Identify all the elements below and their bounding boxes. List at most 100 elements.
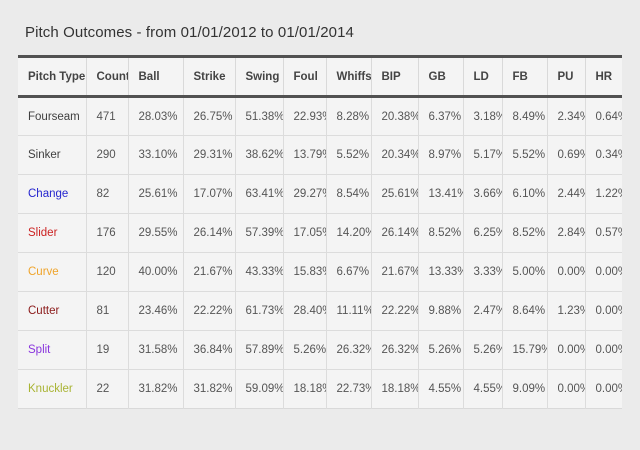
data-cell: 9.09%	[501, 369, 547, 409]
data-cell: 15.83%	[282, 252, 326, 292]
data-cell: 8.97%	[417, 135, 463, 175]
table-row: Split1931.58%36.84%57.89%5.26%26.32%26.3…	[18, 330, 622, 370]
data-cell: 0.00%	[546, 369, 585, 409]
data-cell: 22.93%	[282, 96, 326, 136]
data-cell: 6.25%	[462, 213, 502, 253]
data-cell: 14.20%	[325, 213, 371, 253]
data-cell: 0.00%	[584, 369, 622, 409]
count-cell: 82	[85, 174, 128, 214]
data-cell: 43.33%	[234, 252, 283, 292]
data-cell: 11.11%	[325, 291, 371, 331]
table-row: Slider17629.55%26.14%57.39%17.05%14.20%2…	[18, 213, 622, 253]
data-cell: 28.40%	[282, 291, 326, 331]
data-cell: 36.84%	[182, 330, 235, 370]
data-cell: 25.61%	[370, 174, 418, 214]
column-header-hr: HR	[584, 56, 622, 98]
pitch-type-cell: Curve	[18, 252, 86, 292]
pitch-type-label: Fourseam	[28, 110, 80, 123]
data-cell: 28.03%	[127, 96, 183, 136]
data-cell: 9.88%	[417, 291, 463, 331]
data-cell: 0.00%	[584, 291, 622, 331]
data-cell: 8.52%	[417, 213, 463, 253]
data-cell: 26.32%	[370, 330, 418, 370]
count-cell: 176	[85, 213, 128, 253]
data-cell: 15.79%	[501, 330, 547, 370]
data-cell: 2.34%	[546, 96, 585, 136]
count-cell: 22	[85, 369, 128, 409]
data-cell: 57.39%	[234, 213, 283, 253]
pitch-type-label: Sinker	[28, 149, 61, 161]
data-cell: 5.52%	[501, 135, 547, 175]
pitch-type-cell: Change	[18, 174, 86, 214]
data-cell: 3.33%	[462, 252, 502, 292]
data-cell: 17.05%	[282, 213, 326, 253]
count-cell: 120	[85, 252, 128, 292]
data-cell: 29.27%	[282, 174, 326, 214]
data-cell: 8.28%	[325, 96, 371, 136]
pitch-type-label: Knuckler	[28, 383, 73, 395]
table-row: Change8225.61%17.07%63.41%29.27%8.54%25.…	[18, 174, 622, 214]
data-cell: 0.00%	[546, 252, 585, 292]
data-cell: 63.41%	[234, 174, 283, 214]
data-cell: 25.61%	[127, 174, 183, 214]
data-cell: 0.64%	[584, 96, 622, 136]
data-cell: 29.31%	[182, 135, 235, 175]
data-cell: 3.66%	[462, 174, 502, 214]
data-cell: 31.82%	[182, 369, 235, 409]
pitch-outcomes-table: Pitch Type Count Ball Strike Swing Foul Whiffs…	[18, 55, 622, 409]
pitch-type-label: Slider	[28, 227, 58, 239]
data-cell: 4.55%	[417, 369, 463, 409]
data-cell: 0.00%	[546, 330, 585, 370]
data-cell: 21.67%	[370, 252, 418, 292]
data-cell: 3.18%	[462, 96, 502, 136]
table-row: Cutter8123.46%22.22%61.73%28.40%11.11%22…	[18, 291, 622, 331]
data-cell: 38.62%	[234, 135, 283, 175]
data-cell: 8.54%	[325, 174, 371, 214]
data-cell: 0.34%	[584, 135, 622, 175]
column-header-gb: GB	[417, 56, 463, 98]
data-cell: 6.10%	[501, 174, 547, 214]
column-header-pitch-type: Pitch Type	[18, 56, 86, 98]
column-header-ld: LD	[462, 56, 502, 98]
pitch-type-cell: Cutter	[18, 291, 86, 331]
column-header-fb: FB	[501, 56, 547, 98]
data-cell: 22.22%	[370, 291, 418, 331]
data-cell: 0.00%	[584, 252, 622, 292]
data-cell: 1.22%	[584, 174, 622, 214]
data-cell: 33.10%	[127, 135, 183, 175]
count-cell: 19	[85, 330, 128, 370]
pitch-type-cell: Slider	[18, 213, 86, 253]
data-cell: 13.33%	[417, 252, 463, 292]
data-cell: 6.37%	[417, 96, 463, 136]
data-cell: 40.00%	[127, 252, 183, 292]
data-cell: 0.69%	[546, 135, 585, 175]
pitch-type-label: Split	[28, 344, 51, 356]
data-cell: 0.57%	[584, 213, 622, 253]
data-cell: 59.09%	[234, 369, 283, 409]
data-cell: 0.00%	[584, 330, 622, 370]
pitch-type-cell: Knuckler	[18, 369, 86, 409]
data-cell: 5.00%	[501, 252, 547, 292]
data-cell: 26.14%	[370, 213, 418, 253]
column-header-whiffs: Whiffs	[325, 56, 371, 98]
data-cell: 8.49%	[501, 96, 547, 136]
column-header-count: Count	[85, 56, 128, 98]
data-cell: 22.22%	[182, 291, 235, 331]
data-cell: 21.67%	[182, 252, 235, 292]
count-cell: 81	[85, 291, 128, 331]
count-cell: 471	[85, 96, 128, 136]
column-header-ball: Ball	[127, 56, 183, 98]
data-cell: 20.38%	[370, 96, 418, 136]
data-cell: 20.34%	[370, 135, 418, 175]
pitch-type-cell: Split	[18, 330, 86, 370]
data-cell: 13.79%	[282, 135, 326, 175]
table-row: Curve12040.00%21.67%43.33%15.83%6.67%21.…	[18, 252, 622, 292]
data-cell: 57.89%	[234, 330, 283, 370]
data-cell: 2.47%	[462, 291, 502, 331]
table-row: Sinker29033.10%29.31%38.62%13.79%5.52%20…	[18, 135, 622, 175]
pitch-type-label: Change	[28, 188, 69, 200]
data-cell: 29.55%	[127, 213, 183, 253]
data-cell: 5.17%	[462, 135, 502, 175]
table-row: Fourseam 47128.03%26.75%51.38%22.93%8.28%…	[18, 96, 622, 136]
page: Pitch Outcomes - from 01/01/2012 to 01/0…	[18, 24, 622, 409]
